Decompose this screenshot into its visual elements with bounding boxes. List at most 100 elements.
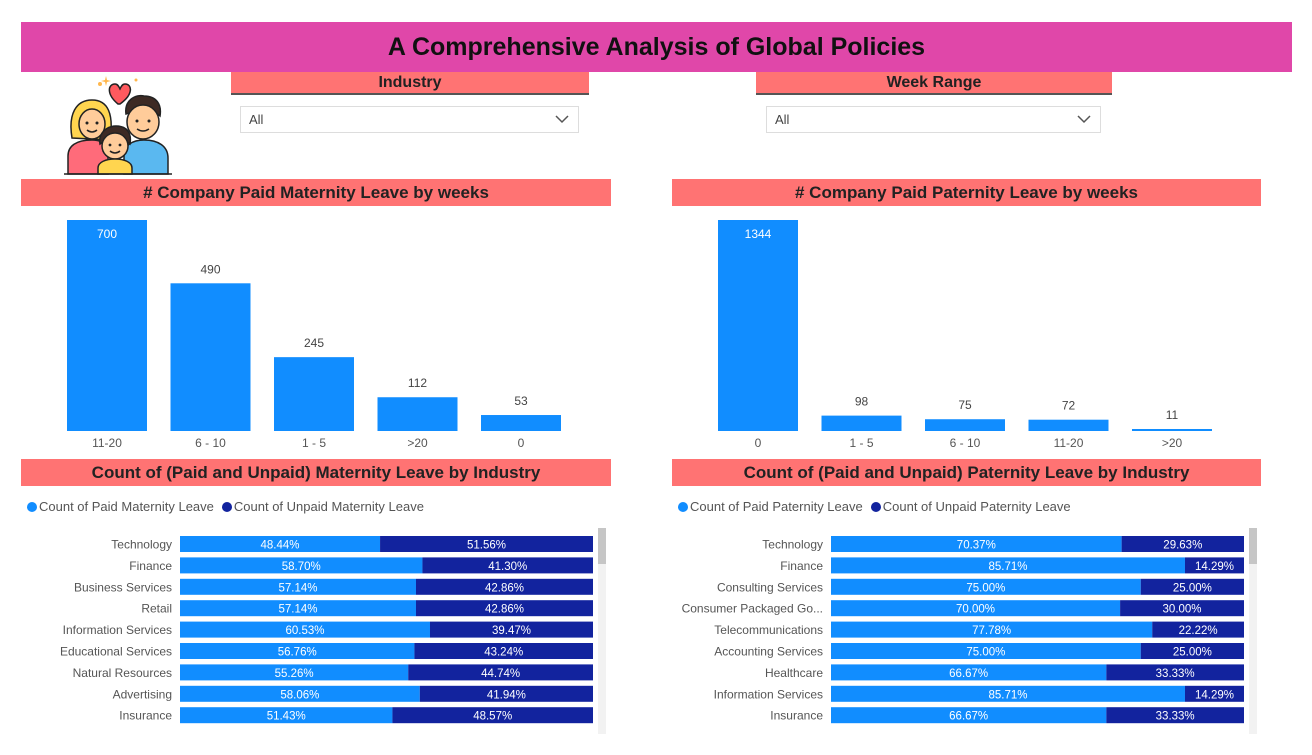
- paternity-industry-unpaid-segment[interactable]: [1106, 664, 1244, 681]
- paternity-industry-paid-segment[interactable]: [831, 643, 1141, 659]
- scrollbar-thumb[interactable]: [598, 528, 606, 564]
- maternity-industry-paid-segment[interactable]: [180, 621, 430, 638]
- maternity-weeks-chart-title: # Company Paid Maternity Leave by weeks: [21, 179, 611, 206]
- maternity-industry-unpaid-segment[interactable]: [415, 578, 593, 595]
- maternity-industry-paid-data-label: 55.26%: [275, 668, 314, 680]
- paternity-industry-unpaid-segment[interactable]: [1140, 643, 1244, 659]
- maternity-industry-paid-data-label: 58.06%: [280, 689, 319, 701]
- week-range-dropdown-value: All: [775, 112, 790, 127]
- paternity-industry-unpaid-data-label: 33.33%: [1156, 668, 1195, 680]
- paternity-industry-paid-data-label: 70.37%: [957, 540, 996, 552]
- maternity-weeks-data-label: 53: [514, 394, 528, 408]
- chevron-down-icon: [555, 115, 569, 124]
- paternity-industry-unpaid-segment[interactable]: [1106, 707, 1244, 724]
- paternity-weeks-tick-label: 1 - 5: [849, 436, 873, 450]
- paternity-weeks-bar-11-20[interactable]: [1028, 419, 1109, 431]
- maternity-weeks-bar-20[interactable]: [377, 397, 458, 431]
- maternity-industry-unpaid-segment[interactable]: [422, 557, 593, 574]
- legend-label-unpaid: Count of Unpaid Paternity Leave: [882, 499, 1071, 514]
- paternity-weeks-bar-20[interactable]: [1132, 429, 1212, 431]
- paternity-weeks-bar-0[interactable]: [718, 220, 798, 431]
- paternity-industry-unpaid-segment[interactable]: [1184, 557, 1244, 574]
- maternity-industry-paid-segment[interactable]: [180, 557, 423, 574]
- family-icon: [62, 74, 174, 178]
- paternity-industry-unpaid-segment[interactable]: [1121, 536, 1244, 552]
- paternity-industry-stacked-bar-chart: Technology 70.37% 29.63% Finance 85.71% 14.29…: [682, 536, 1244, 724]
- paternity-industry-paid-data-label: 77.78%: [972, 625, 1011, 637]
- paternity-industry-paid-segment[interactable]: [831, 664, 1107, 681]
- maternity-industry-unpaid-segment[interactable]: [380, 536, 593, 552]
- paternity-industry-chart-title: Count of (Paid and Unpaid) Paternity Lea…: [672, 459, 1261, 486]
- paternity-industry-unpaid-segment[interactable]: [1120, 600, 1244, 617]
- maternity-weeks-bar-6-10[interactable]: [170, 283, 251, 431]
- paternity-weeks-bar-6-10[interactable]: [925, 419, 1005, 431]
- maternity-industry-unpaid-segment[interactable]: [415, 600, 593, 617]
- legend-dot-unpaid: [870, 501, 881, 512]
- paternity-industry-scrollbar[interactable]: [1249, 528, 1257, 734]
- maternity-industry-unpaid-segment[interactable]: [419, 685, 593, 702]
- paternity-industry-paid-segment[interactable]: [831, 557, 1185, 574]
- maternity-industry-unpaid-segment[interactable]: [429, 621, 593, 638]
- maternity-industry-paid-data-label: 56.76%: [278, 647, 317, 659]
- paternity-weeks-chart-title: # Company Paid Paternity Leave by weeks: [672, 179, 1261, 206]
- maternity-weeks-tick-label: 11-20: [92, 436, 122, 450]
- maternity-industry-unpaid-segment[interactable]: [408, 664, 593, 681]
- maternity-weeks-bar-0[interactable]: [481, 415, 561, 431]
- paternity-weeks-data-label: 1344: [745, 227, 772, 241]
- maternity-industry-unpaid-data-label: 51.56%: [467, 540, 506, 552]
- maternity-industry-paid-data-label: 51.43%: [267, 711, 306, 723]
- paternity-industry-unpaid-data-label: 33.33%: [1156, 711, 1195, 723]
- paternity-industry-paid-data-label: 70.00%: [956, 604, 995, 616]
- paternity-industry-unpaid-segment[interactable]: [1184, 685, 1244, 702]
- paternity-industry-paid-segment[interactable]: [831, 536, 1122, 552]
- maternity-industry-unpaid-data-label: 44.74%: [481, 668, 520, 680]
- paternity-weeks-bar-1-5[interactable]: [821, 415, 902, 431]
- maternity-industry-paid-segment[interactable]: [180, 707, 393, 724]
- paternity-industry-unpaid-data-label: 25.00%: [1173, 582, 1212, 594]
- legend-item-unpaid[interactable]: Count of Unpaid Paternity Leave: [870, 499, 1071, 514]
- maternity-weeks-bar-1-5[interactable]: [274, 357, 354, 431]
- legend-item-paid[interactable]: Count of Paid Maternity Leave: [27, 499, 214, 514]
- maternity-industry-paid-segment[interactable]: [180, 643, 415, 659]
- paternity-industry-paid-segment[interactable]: [831, 621, 1153, 638]
- maternity-industry-category-label: Business Services: [74, 580, 172, 594]
- legend-item-paid[interactable]: Count of Paid Paternity Leave: [678, 499, 863, 514]
- paternity-industry-paid-data-label: 75.00%: [966, 582, 1005, 594]
- maternity-weeks-tick-label: 0: [518, 436, 525, 450]
- maternity-industry-paid-segment[interactable]: [180, 685, 420, 702]
- paternity-industry-paid-segment[interactable]: [831, 707, 1107, 724]
- paternity-industry-paid-segment[interactable]: [831, 600, 1121, 617]
- maternity-industry-paid-data-label: 60.53%: [285, 625, 324, 637]
- maternity-industry-paid-segment[interactable]: [180, 600, 416, 617]
- maternity-industry-paid-segment[interactable]: [180, 536, 381, 552]
- paternity-industry-unpaid-data-label: 14.29%: [1195, 561, 1234, 573]
- maternity-industry-unpaid-segment[interactable]: [414, 643, 593, 659]
- paternity-weeks-data-label: 72: [1062, 399, 1076, 413]
- paternity-weeks-data-label: 75: [958, 398, 972, 412]
- paternity-industry-unpaid-data-label: 29.63%: [1163, 540, 1202, 552]
- maternity-weeks-data-label: 112: [408, 376, 427, 390]
- paternity-industry-unpaid-segment[interactable]: [1152, 621, 1244, 638]
- maternity-industry-paid-data-label: 57.14%: [278, 604, 317, 616]
- paternity-industry-unpaid-data-label: 30.00%: [1163, 604, 1202, 616]
- maternity-industry-paid-data-label: 57.14%: [278, 582, 317, 594]
- maternity-industry-category-label: Educational Services: [60, 645, 172, 659]
- maternity-weeks-bar-11-20[interactable]: [67, 220, 147, 431]
- maternity-industry-category-label: Technology: [111, 538, 172, 552]
- paternity-industry-paid-segment[interactable]: [831, 578, 1141, 595]
- maternity-industry-unpaid-segment[interactable]: [392, 707, 593, 724]
- industry-dropdown[interactable]: All: [240, 106, 579, 133]
- legend-item-unpaid[interactable]: Count of Unpaid Maternity Leave: [221, 499, 424, 514]
- maternity-weeks-bar-chart: 700 11-20 490 6 - 10 245 1 - 5 112 >20 53 0: [67, 220, 561, 450]
- week-range-dropdown[interactable]: All: [766, 106, 1101, 133]
- scrollbar-thumb[interactable]: [1249, 528, 1257, 564]
- maternity-industry-scrollbar[interactable]: [598, 528, 606, 734]
- maternity-industry-paid-segment[interactable]: [180, 664, 409, 681]
- maternity-industry-paid-segment[interactable]: [180, 578, 416, 595]
- maternity-industry-chart-title: Count of (Paid and Unpaid) Maternity Lea…: [21, 459, 611, 486]
- paternity-industry-category-label: Technology: [762, 538, 823, 552]
- maternity-industry-unpaid-data-label: 39.47%: [492, 625, 531, 637]
- paternity-industry-unpaid-segment[interactable]: [1140, 578, 1244, 595]
- paternity-industry-paid-segment[interactable]: [831, 685, 1185, 702]
- legend-dot-paid: [678, 501, 688, 512]
